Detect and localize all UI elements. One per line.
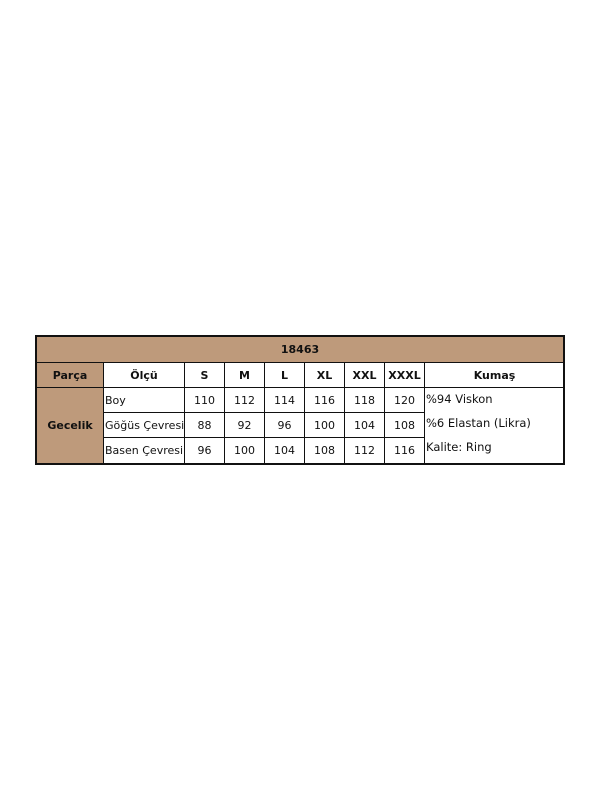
fabric-line: Kalite: Ring	[426, 440, 492, 454]
size-value: 104	[344, 412, 385, 438]
column-header: XXXL	[384, 362, 425, 388]
column-header: S	[184, 362, 225, 388]
size-value: 100	[304, 412, 345, 438]
size-value: 116	[384, 437, 425, 464]
measure-label: Boy	[103, 387, 185, 413]
part-name-cell: Gecelik	[36, 387, 104, 464]
size-value: 110	[184, 387, 225, 413]
size-value: 114	[264, 387, 305, 413]
fabric-line: %94 Viskon	[426, 392, 493, 406]
size-value: 118	[344, 387, 385, 413]
measure-label: Göğüs Çevresi	[103, 412, 185, 438]
column-header: XL	[304, 362, 345, 388]
size-value: 104	[264, 437, 305, 464]
column-header: M	[224, 362, 265, 388]
fabric-line: %6 Elastan (Likra)	[426, 416, 531, 430]
size-value: 116	[304, 387, 345, 413]
size-value: 88	[184, 412, 225, 438]
column-header: Ölçü	[103, 362, 185, 388]
size-value: 96	[184, 437, 225, 464]
size-value: 120	[384, 387, 425, 413]
column-header: XXL	[344, 362, 385, 388]
measure-label: Basen Çevresi	[103, 437, 185, 464]
table-title: 18463	[36, 336, 564, 363]
size-value: 92	[224, 412, 265, 438]
size-value: 100	[224, 437, 265, 464]
size-value: 96	[264, 412, 305, 438]
column-header: L	[264, 362, 305, 388]
size-value: 108	[384, 412, 425, 438]
column-header: Parça	[36, 362, 104, 388]
size-value: 112	[224, 387, 265, 413]
column-header: Kumaş	[424, 362, 565, 388]
size-value: 112	[344, 437, 385, 464]
size-value: 108	[304, 437, 345, 464]
